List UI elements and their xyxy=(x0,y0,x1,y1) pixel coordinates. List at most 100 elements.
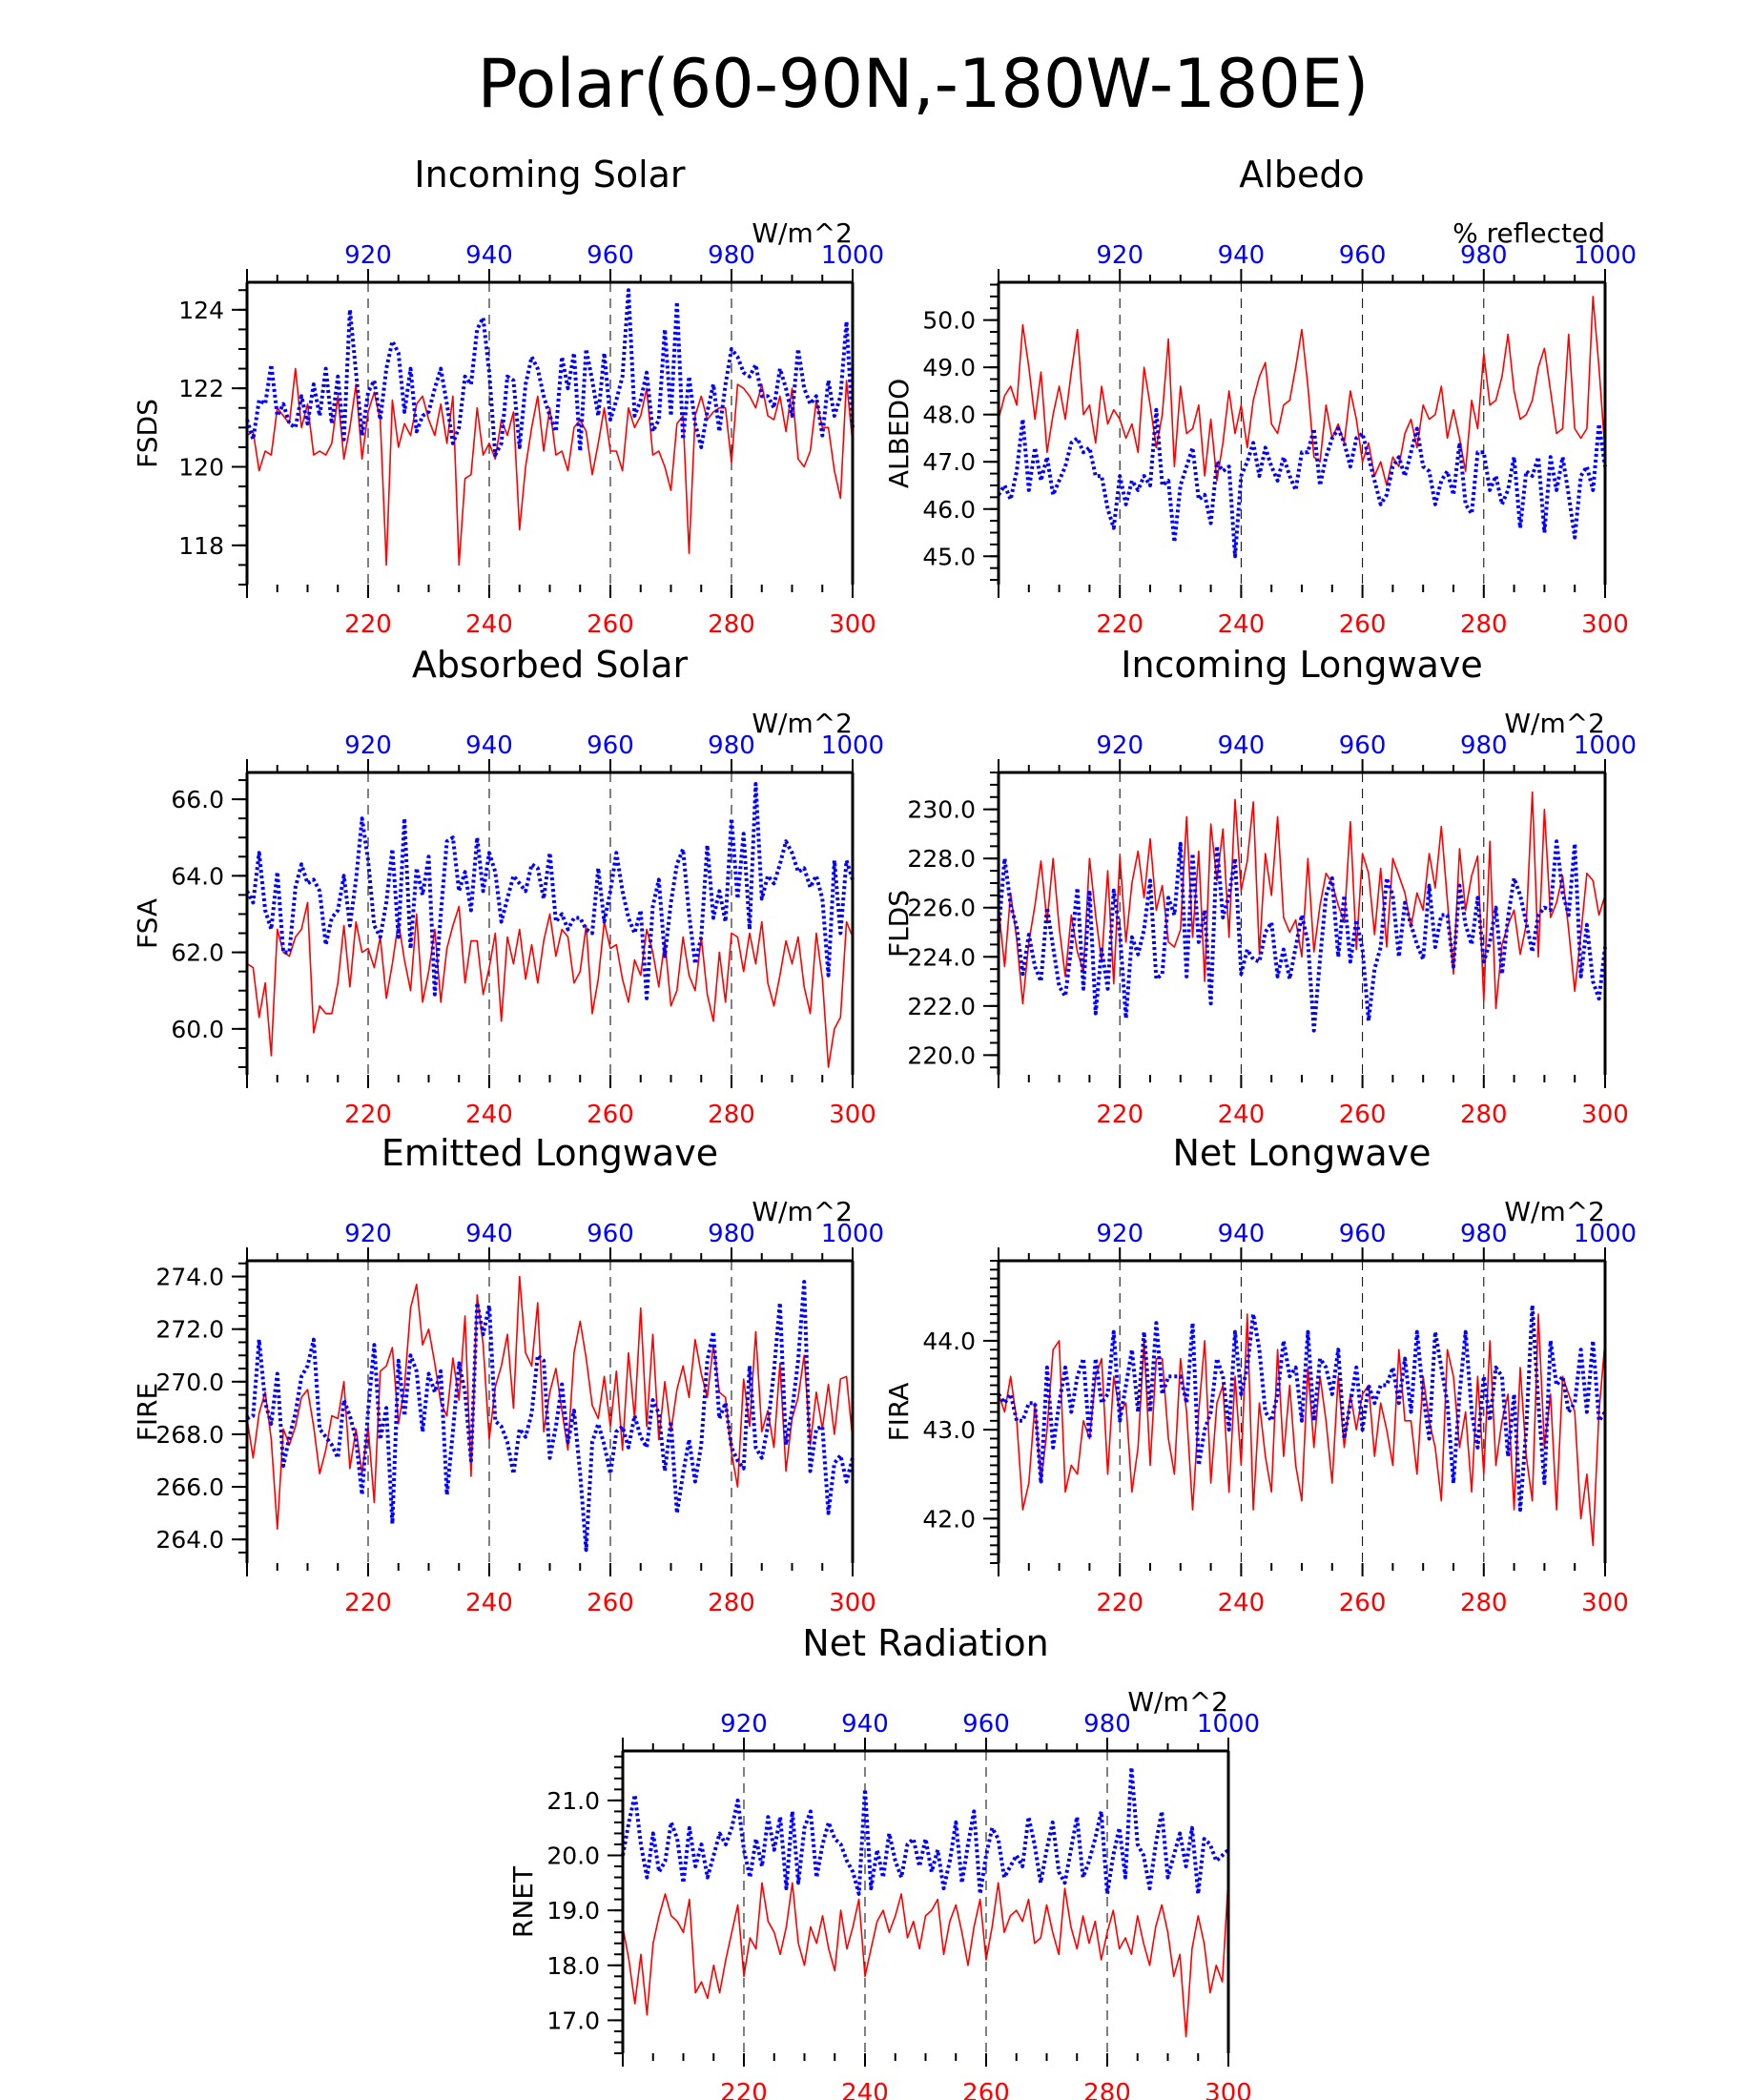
x-tick-label-top: 940 xyxy=(1218,731,1266,760)
y-tick-label: 18.0 xyxy=(546,1952,600,1980)
x-tick-label-bottom: 220 xyxy=(1096,610,1143,639)
panel-title: Net Longwave xyxy=(1173,1132,1432,1174)
x-tick-label-bottom: 240 xyxy=(465,1589,513,1617)
x-tick-label-bottom: 300 xyxy=(829,1589,876,1617)
series-line-top-axis xyxy=(997,1303,1607,1513)
x-tick-label-bottom: 240 xyxy=(1218,610,1266,639)
y-axis-label: FLDS xyxy=(883,890,915,957)
y-tick-label: 17.0 xyxy=(546,2007,600,2034)
y-tick-label: 226.0 xyxy=(907,895,976,922)
y-axis-label: FSDS xyxy=(132,399,163,468)
x-tick-label-top: 960 xyxy=(962,1710,1010,1739)
x-tick-label-top: 920 xyxy=(344,241,392,270)
x-tick-label-top: 1000 xyxy=(821,731,884,760)
x-tick-label-top: 940 xyxy=(465,1220,513,1248)
x-tick-label-top: 960 xyxy=(1339,1220,1387,1248)
y-tick-label: 20.0 xyxy=(546,1843,600,1870)
y-tick-label: 118 xyxy=(178,532,224,560)
y-tick-label: 230.0 xyxy=(907,796,976,824)
x-tick-label-top: 940 xyxy=(1218,1220,1266,1248)
y-tick-label: 266.0 xyxy=(155,1473,224,1501)
y-tick-label: 45.0 xyxy=(922,543,976,570)
panel-title: Incoming Solar xyxy=(414,154,686,196)
x-tick-label-top: 920 xyxy=(344,731,392,760)
y-tick-label: 42.0 xyxy=(922,1505,976,1533)
x-tick-label-bottom: 260 xyxy=(1339,610,1387,639)
x-tick-label-top: 920 xyxy=(344,1220,392,1248)
x-tick-label-top: 980 xyxy=(708,241,755,270)
panel-title: Incoming Longwave xyxy=(1121,644,1482,686)
x-tick-label-bottom: 300 xyxy=(829,610,876,639)
y-axis-label: RNET xyxy=(507,1865,539,1938)
x-tick-label-top: 980 xyxy=(1460,241,1508,270)
units-label: W/m^2 xyxy=(1127,1686,1228,1718)
x-tick-label-bottom: 280 xyxy=(1460,1589,1508,1617)
y-tick-label: 270.0 xyxy=(155,1369,224,1396)
panel-title: Absorbed Solar xyxy=(412,644,689,686)
panel: Incoming Longwave W/m^2 220 240 260 280 300 920… xyxy=(883,644,1637,1129)
x-tick-label-bottom: 260 xyxy=(587,610,634,639)
x-tick-label-bottom: 260 xyxy=(962,2079,1010,2100)
y-tick-label: 220.0 xyxy=(907,1041,976,1069)
panel-title: Emitted Longwave xyxy=(381,1132,718,1174)
units-label: W/m^2 xyxy=(1504,708,1605,739)
y-tick-label: 49.0 xyxy=(922,354,976,381)
units-label: % reflected xyxy=(1452,217,1605,249)
x-tick-label-top: 1000 xyxy=(1197,1710,1260,1739)
units-label: W/m^2 xyxy=(752,1196,853,1227)
x-tick-label-bottom: 300 xyxy=(1581,1589,1629,1617)
x-tick-label-bottom: 220 xyxy=(720,2079,768,2100)
panel: Net Radiation W/m^2 220 240 260 280 300 920 940 9… xyxy=(507,1622,1260,2100)
y-tick-label: 62.0 xyxy=(171,939,224,967)
x-tick-label-top: 920 xyxy=(1096,1220,1143,1248)
x-tick-label-bottom: 300 xyxy=(1205,2079,1252,2100)
y-tick-label: 50.0 xyxy=(922,307,976,335)
series-line-bottom-axis xyxy=(246,367,854,566)
panel: Incoming Solar W/m^2 220 240 260 280 300 920 940… xyxy=(132,154,884,639)
y-axis-label: FIRA xyxy=(883,1383,915,1442)
x-tick-label-bottom: 260 xyxy=(587,1589,634,1617)
x-tick-label-top: 1000 xyxy=(821,241,884,270)
x-tick-label-top: 1000 xyxy=(1574,241,1637,270)
x-tick-label-top: 920 xyxy=(720,1710,768,1739)
y-tick-label: 19.0 xyxy=(546,1897,600,1925)
x-tick-label-bottom: 240 xyxy=(465,1101,513,1129)
x-tick-label-bottom: 280 xyxy=(1460,1101,1508,1129)
x-tick-label-bottom: 260 xyxy=(587,1101,634,1129)
y-tick-label: 268.0 xyxy=(155,1421,224,1449)
y-tick-label: 47.0 xyxy=(922,448,976,476)
series-line-bottom-axis xyxy=(998,791,1606,1010)
y-tick-label: 122 xyxy=(178,375,224,402)
units-label: W/m^2 xyxy=(752,217,853,249)
x-tick-label-bottom: 240 xyxy=(1218,1589,1266,1617)
panel: Emitted Longwave W/m^2 220 240 260 280 300 920 9… xyxy=(132,1132,884,1617)
x-tick-label-top: 960 xyxy=(1339,241,1387,270)
y-tick-label: 124 xyxy=(178,297,224,324)
series-line-bottom-axis xyxy=(622,1877,1229,2038)
panel-title: Albedo xyxy=(1239,154,1364,196)
x-tick-label-bottom: 220 xyxy=(344,1101,392,1129)
units-label: W/m^2 xyxy=(752,708,853,739)
x-tick-label-bottom: 240 xyxy=(465,610,513,639)
x-tick-label-bottom: 240 xyxy=(841,2079,889,2100)
series-line-bottom-axis xyxy=(246,901,854,1068)
x-tick-label-top: 980 xyxy=(1460,1220,1508,1248)
x-tick-label-bottom: 220 xyxy=(344,610,392,639)
x-tick-label-bottom: 280 xyxy=(708,1589,755,1617)
x-tick-label-bottom: 220 xyxy=(1096,1589,1143,1617)
x-tick-label-top: 980 xyxy=(708,731,755,760)
x-tick-label-bottom: 300 xyxy=(1581,610,1629,639)
x-tick-label-top: 920 xyxy=(1096,241,1143,270)
y-tick-label: 120 xyxy=(178,453,224,481)
y-tick-label: 228.0 xyxy=(907,845,976,873)
y-tick-label: 224.0 xyxy=(907,943,976,971)
x-tick-label-bottom: 280 xyxy=(708,1101,755,1129)
x-tick-label-top: 960 xyxy=(1339,731,1387,760)
series-line-top-axis xyxy=(997,407,1607,559)
x-tick-label-top: 1000 xyxy=(1574,1220,1637,1248)
y-tick-label: 222.0 xyxy=(907,993,976,1020)
series-line-bottom-axis xyxy=(998,296,1606,486)
x-tick-label-bottom: 280 xyxy=(708,610,755,639)
